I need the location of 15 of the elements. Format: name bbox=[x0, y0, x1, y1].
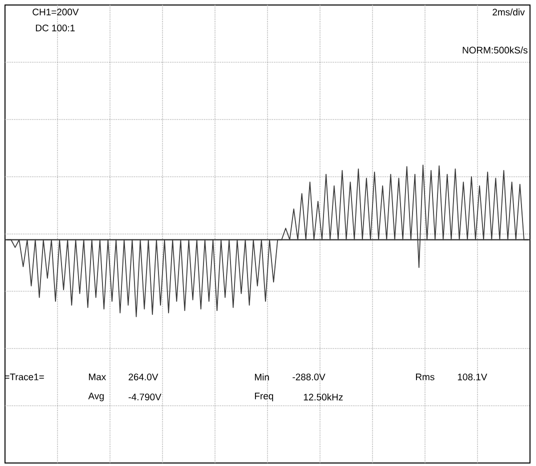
text: 12.50kHz bbox=[304, 394, 343, 400]
text: 2ms/div bbox=[492, 8, 525, 16]
text: Min bbox=[255, 374, 269, 380]
text: CH1=200V bbox=[32, 8, 79, 16]
text: -4.790V bbox=[128, 394, 162, 400]
text: DC 100:1 bbox=[36, 24, 75, 32]
text: Max bbox=[88, 374, 106, 380]
text: 108.1V bbox=[458, 374, 488, 380]
text: Freq bbox=[255, 392, 274, 402]
text: 264.0V bbox=[128, 374, 158, 380]
text: -288.0V bbox=[292, 374, 326, 380]
text: =Trace1= bbox=[4, 374, 44, 380]
text: Avg bbox=[88, 392, 104, 402]
text: NORM:500kS/s bbox=[462, 46, 528, 54]
text: Rms bbox=[416, 374, 434, 380]
